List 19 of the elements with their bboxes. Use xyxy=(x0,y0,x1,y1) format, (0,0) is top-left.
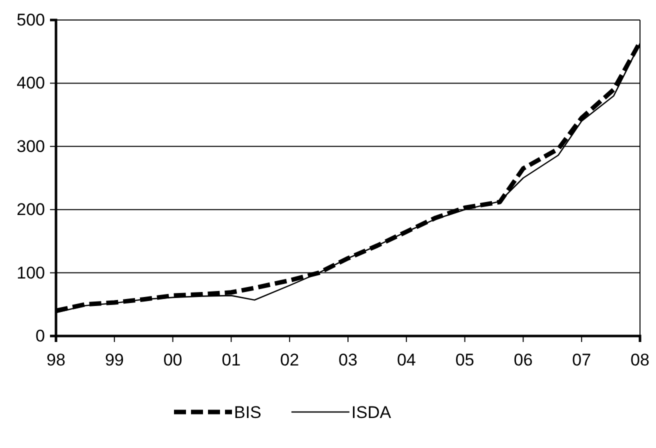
x-tick-label: 98 xyxy=(46,350,66,370)
x-tick-label: 01 xyxy=(222,350,241,370)
x-tick-label: 05 xyxy=(455,350,474,370)
x-tick-label: 00 xyxy=(163,350,182,370)
y-tick-label: 100 xyxy=(16,263,45,282)
x-tick-label: 03 xyxy=(338,350,358,370)
y-tick-label: 300 xyxy=(16,136,45,156)
legend-label: BIS xyxy=(234,403,262,422)
x-tick-label: 06 xyxy=(514,350,533,370)
x-tick-label: 04 xyxy=(396,350,416,370)
y-tick-label: 0 xyxy=(36,326,45,346)
legend-label: ISDA xyxy=(351,403,392,422)
x-tick-label: 99 xyxy=(104,350,124,370)
x-tick-label: 07 xyxy=(572,350,592,370)
x-tick-label: 02 xyxy=(280,350,300,370)
y-tick-label: 200 xyxy=(16,200,45,220)
x-tick-label: 08 xyxy=(630,350,650,370)
y-tick-label: 400 xyxy=(16,74,45,93)
y-tick-label: 500 xyxy=(16,10,45,30)
